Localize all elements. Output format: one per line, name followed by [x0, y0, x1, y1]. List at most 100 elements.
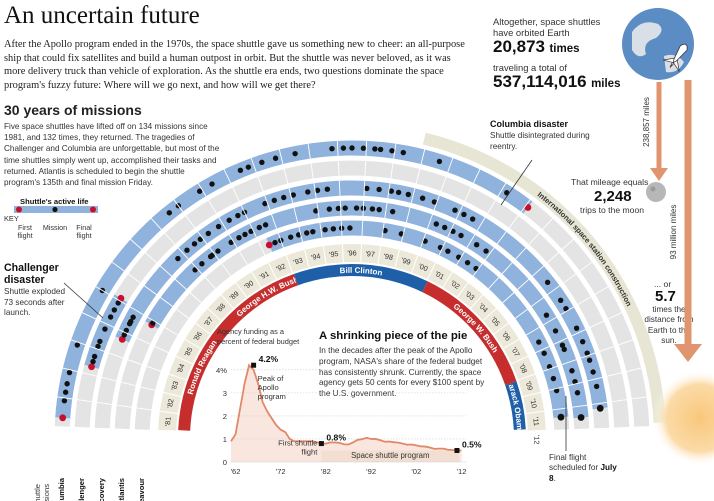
year-label: '00	[417, 261, 429, 273]
shuttle-icon	[662, 43, 688, 72]
mission-dot	[579, 338, 586, 345]
x-tick-label: '62	[231, 467, 241, 476]
mission-dot	[290, 192, 296, 198]
year-cell-divider	[235, 282, 248, 298]
annotation-text: flight	[301, 448, 318, 457]
mission-dot	[563, 305, 569, 312]
key-mission-label: Mission	[42, 223, 68, 232]
year-cell-divider	[411, 255, 419, 273]
year-divider	[95, 285, 180, 337]
columbia-leader	[500, 159, 533, 206]
mission-dot	[473, 242, 480, 248]
mission-dot	[235, 212, 241, 219]
year-divider	[547, 367, 642, 392]
columbia-body: Shuttle disintegrated during reentry.	[490, 131, 590, 151]
president-name: Bill Clinton	[339, 266, 383, 278]
mission-dot	[324, 186, 331, 192]
pie-body: In the decades after the peak of the Apo…	[319, 346, 485, 399]
mission-dot	[329, 145, 335, 152]
annotation-text: First shuttle	[278, 439, 317, 448]
mission-dot	[226, 217, 232, 223]
mission-dot	[543, 312, 550, 318]
mission-dot	[433, 221, 440, 227]
year-cell-divider	[527, 429, 546, 432]
mission-dot	[400, 149, 406, 156]
annotation-value: 0.8%	[326, 433, 346, 443]
year-cell-divider	[511, 355, 529, 365]
year-cell-divider	[341, 244, 344, 263]
mission-dot	[382, 227, 388, 234]
annotation-text: Apollo	[258, 383, 279, 392]
mission-dot	[342, 205, 348, 211]
first-flight-dot	[59, 414, 67, 422]
y-tick-label: 4%	[216, 366, 227, 375]
mission-dot	[209, 181, 215, 187]
moon-trips-value: 2,248	[594, 188, 632, 205]
year-cell-divider	[158, 429, 177, 432]
mission-dot	[593, 383, 600, 390]
moon-icon	[646, 182, 666, 202]
missions-body: Five space shuttles have lifted off on 1…	[4, 122, 220, 188]
ring-columbia	[54, 140, 650, 427]
shuttle-program-label: Space shuttle program	[351, 451, 429, 460]
mission-dot	[395, 189, 402, 196]
year-divider	[513, 261, 593, 320]
annotation-value: 0.5%	[462, 439, 482, 449]
mission-dot	[262, 200, 268, 207]
x-tick-label: '72	[276, 467, 286, 476]
mission-dot	[574, 390, 581, 396]
ring-endeavour	[134, 220, 570, 430]
moon-arrow-head	[650, 168, 668, 181]
year-divider	[56, 396, 153, 411]
year-divider	[438, 168, 481, 257]
mission-dot	[248, 228, 254, 235]
year-label: '83	[169, 380, 180, 392]
president-band	[235, 274, 298, 318]
ring-challenger	[74, 160, 630, 428]
mission-dot	[536, 339, 542, 345]
president-band	[293, 264, 428, 293]
mission-dot	[322, 227, 328, 233]
miles-value: 537,114,016	[493, 72, 587, 91]
x-tick-label: '92	[366, 467, 376, 476]
mission-dot	[102, 326, 108, 332]
annotation-marker	[251, 362, 257, 368]
mission-dot	[191, 241, 198, 247]
mission-dot	[372, 146, 378, 152]
year-divider	[524, 285, 609, 337]
pie-heading: A shrinking piece of the pie	[319, 330, 468, 342]
missions-heading: 30 years of missions	[4, 102, 142, 118]
mission-dot	[405, 191, 412, 198]
mission-dot	[111, 307, 118, 313]
year-divider	[541, 339, 634, 373]
mission-dot	[559, 342, 566, 348]
mission-dot	[91, 353, 98, 360]
year-label: '90	[242, 278, 255, 291]
year-cell-divider	[503, 338, 520, 349]
year-divider	[455, 182, 507, 267]
mission-dot	[97, 338, 103, 345]
year-cell-divider	[493, 322, 509, 335]
year-cell-divider	[470, 294, 484, 309]
final-note-date: July 8	[549, 463, 617, 483]
year-divider	[501, 238, 575, 305]
president-band	[178, 309, 244, 431]
orbits-lead: Altogether, space shuttles have orbited …	[493, 16, 601, 38]
x-tick-label: '82	[321, 467, 331, 476]
final-flight-dot	[524, 204, 532, 211]
annotation-text: program	[258, 392, 286, 401]
y-tick-label: 1	[223, 435, 227, 444]
year-label: '08	[517, 362, 529, 374]
year-cell-divider	[427, 262, 436, 280]
key-final-dot	[90, 206, 96, 213]
mission-dot	[389, 148, 395, 154]
president-name-text: Bill Clinton	[339, 266, 383, 278]
mission-dot	[340, 145, 347, 151]
year-label: '07	[509, 346, 521, 358]
mission-dot	[572, 378, 578, 385]
y-tick-label: 2	[223, 412, 227, 421]
sun-lead: ... or	[654, 279, 672, 289]
moon-miles-label: 238,857 miles	[642, 97, 651, 147]
year-divider	[307, 143, 323, 240]
